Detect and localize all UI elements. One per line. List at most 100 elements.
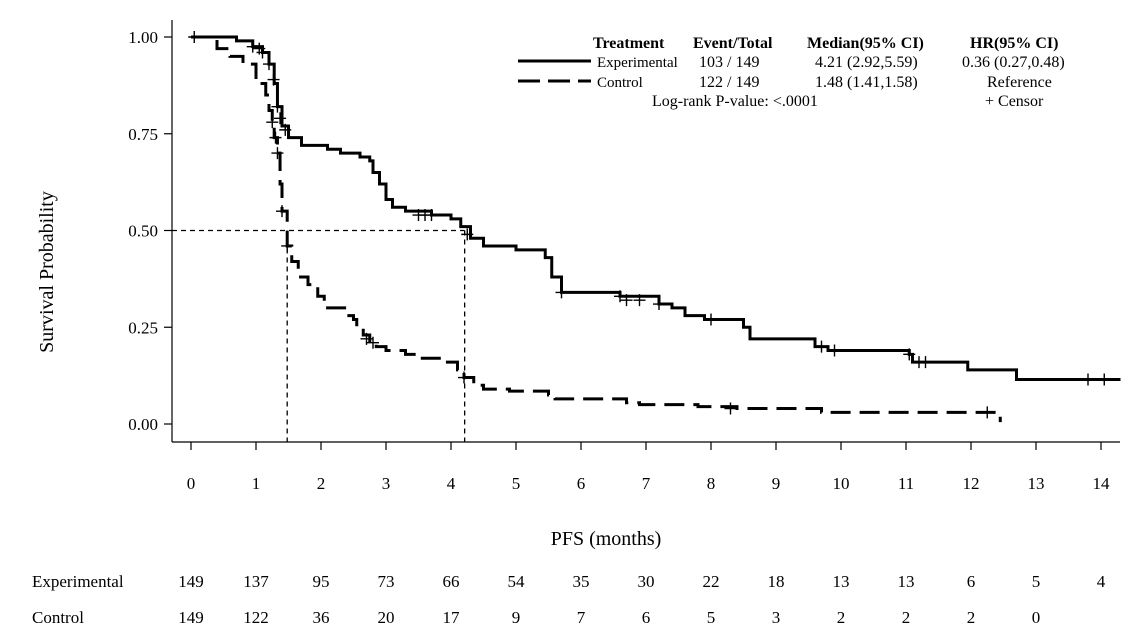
series-line-control xyxy=(191,35,1002,423)
censor-mark-experimental xyxy=(1082,373,1094,386)
legend-events-experimental: 103 / 149 xyxy=(699,54,759,71)
censor-mark-experimental xyxy=(274,112,287,125)
x-tick-label: 13 xyxy=(1028,474,1045,493)
x-tick-label: 11 xyxy=(898,474,914,493)
survival-curves xyxy=(191,35,1121,423)
at-risk-value-experimental: 95 xyxy=(313,572,330,591)
at-risk-value-control: 2 xyxy=(902,608,911,627)
censor-mark-control xyxy=(360,332,373,345)
censor-mark-control xyxy=(271,147,284,160)
at-risk-value-experimental: 73 xyxy=(378,572,395,591)
x-tick-label: 5 xyxy=(512,474,521,493)
at-risk-value-experimental: 54 xyxy=(508,572,526,591)
at-risk-value-experimental: 149 xyxy=(178,572,204,591)
y-tick-label: 0.50 xyxy=(128,222,158,241)
legend-hr-control: Reference xyxy=(987,74,1052,91)
censor-mark-control xyxy=(281,239,294,252)
censor-mark-experimental xyxy=(246,40,259,53)
censor-mark-experimental xyxy=(633,294,646,307)
legend-pvalue: Log-rank P-value: <.0001 xyxy=(652,93,818,110)
censor-mark-experimental xyxy=(1098,373,1111,386)
censor-mark-experimental xyxy=(614,290,626,303)
censor-mark-control xyxy=(981,406,994,419)
x-tick-label: 0 xyxy=(187,474,196,493)
x-axis-title: PFS (months) xyxy=(551,528,662,550)
censor-mark-experimental xyxy=(279,123,292,136)
at-risk-value-experimental: 5 xyxy=(1032,572,1041,591)
x-tick-label: 2 xyxy=(317,474,326,493)
y-tick-label: 0.00 xyxy=(128,415,158,434)
x-tick-label: 9 xyxy=(772,474,781,493)
axes: 0.000.250.500.751.000 1 2 3 4 5 6 7 8 9 10 11 12 13 14 xyxy=(128,20,1120,493)
y-axis-title: Survival Probability xyxy=(36,191,58,353)
censor-mark-experimental xyxy=(425,209,438,222)
at-risk-value-experimental: 22 xyxy=(703,572,720,591)
at-risk-value-control: 149 xyxy=(178,608,204,627)
censor-mark-control xyxy=(276,205,288,218)
at-risk-value-experimental: 35 xyxy=(573,572,590,591)
at-risk-value-control: 3 xyxy=(772,608,781,627)
y-tick-label: 0.25 xyxy=(128,318,158,337)
at-risk-value-control: 17 xyxy=(443,608,461,627)
legend-header-events: Event/Total xyxy=(693,35,773,52)
censor-marks xyxy=(188,31,1111,419)
y-tick-label: 0.75 xyxy=(128,125,158,144)
censor-mark-experimental xyxy=(555,286,568,299)
legend-events-control: 122 / 149 xyxy=(699,74,759,91)
x-tick-label: 4 xyxy=(447,474,456,493)
at-risk-value-control: 20 xyxy=(378,608,395,627)
at-risk-value-experimental: 18 xyxy=(768,572,785,591)
at-risk-value-experimental: 6 xyxy=(967,572,976,591)
censor-mark-experimental xyxy=(620,294,633,307)
censor-mark-control xyxy=(724,402,737,415)
legend-label-control: Control xyxy=(597,75,643,91)
censor-mark-experimental xyxy=(263,58,275,71)
legend-median-experimental: 4.21 (2.92,5.59) xyxy=(815,54,918,71)
at-risk-value-experimental: 13 xyxy=(833,572,850,591)
x-tick-label: 12 xyxy=(963,474,980,493)
legend-header-treatment: Treatment xyxy=(593,35,665,52)
censor-mark-experimental xyxy=(271,100,284,113)
x-tick-label: 10 xyxy=(833,474,850,493)
censor-mark-control xyxy=(269,131,282,144)
at-risk-value-control: 6 xyxy=(642,608,651,627)
legend-censor-note: + Censor xyxy=(985,93,1044,110)
legend-header-hr: HR(95% CI) xyxy=(970,35,1058,52)
x-tick-label: 6 xyxy=(577,474,586,493)
censor-mark-control xyxy=(266,116,279,129)
x-tick-label: 7 xyxy=(642,474,651,493)
censor-mark-experimental xyxy=(828,344,841,357)
legend-label-experimental: Experimental xyxy=(597,55,678,71)
legend-header-median: Median(95% CI) xyxy=(807,35,924,52)
censor-mark-experimental xyxy=(705,313,717,326)
censor-mark-experimental xyxy=(188,31,201,43)
censor-mark-experimental xyxy=(256,46,269,59)
at-risk-table: Experimental Control 149 137 95 73 66 54 35 30 2… xyxy=(32,572,1106,627)
x-tick-label: 14 xyxy=(1093,474,1111,493)
at-risk-value-control: 2 xyxy=(837,608,846,627)
legend-hr-experimental: 0.36 (0.27,0.48) xyxy=(962,54,1065,71)
at-risk-label-experimental: Experimental xyxy=(32,572,124,591)
at-risk-value-control: 7 xyxy=(577,608,586,627)
y-tick-label: 1.00 xyxy=(128,28,158,47)
legend: Treatment Event/Total Median(95% CI) HR(… xyxy=(518,35,1065,110)
at-risk-value-control: 0 xyxy=(1032,608,1041,627)
censor-mark-experimental xyxy=(461,228,474,241)
censor-mark-control xyxy=(458,371,470,384)
at-risk-value-control: 122 xyxy=(243,608,269,627)
at-risk-value-experimental: 137 xyxy=(243,572,269,591)
censor-mark-experimental xyxy=(653,298,665,311)
at-risk-value-experimental: 66 xyxy=(443,572,460,591)
x-tick-label: 3 xyxy=(382,474,391,493)
censor-mark-experimental xyxy=(815,340,828,353)
x-tick-label: 1 xyxy=(252,474,261,493)
censor-mark-experimental xyxy=(919,356,932,369)
censor-mark-experimental xyxy=(903,348,916,361)
at-risk-value-experimental: 4 xyxy=(1097,572,1106,591)
at-risk-value-control: 2 xyxy=(967,608,976,627)
x-tick-label: 8 xyxy=(707,474,716,493)
at-risk-value-control: 9 xyxy=(512,608,521,627)
series-line-experimental xyxy=(191,35,1121,381)
